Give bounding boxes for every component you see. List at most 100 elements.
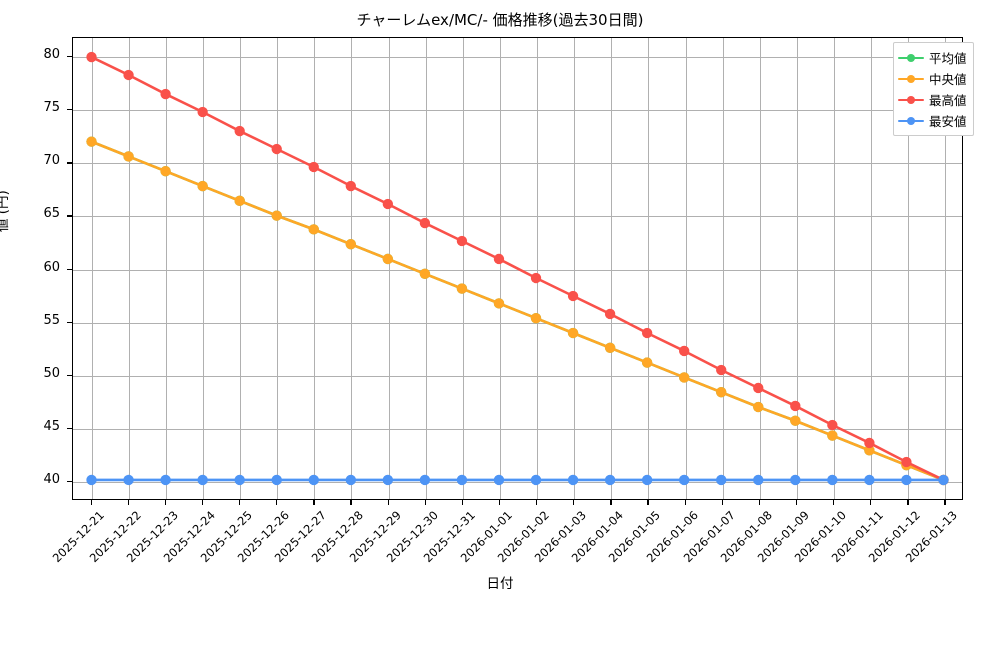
x-tick-mark — [944, 500, 946, 505]
legend-swatch-icon — [898, 73, 924, 85]
x-tick-mark — [758, 500, 761, 505]
data-point — [716, 364, 727, 376]
legend-label: 最安値 — [929, 114, 967, 129]
data-point — [493, 474, 505, 486]
data-point — [493, 298, 505, 309]
gridline-vertical — [759, 38, 761, 499]
x-tick-mark — [201, 500, 204, 505]
gridline-vertical — [91, 38, 93, 499]
legend-swatch-icon — [898, 115, 924, 127]
data-point — [382, 253, 394, 265]
data-point — [716, 474, 727, 486]
series-最高値 — [86, 51, 949, 486]
data-point — [419, 217, 431, 229]
x-axis-label: 日付 — [486, 576, 514, 592]
data-point — [345, 474, 357, 486]
x-tick-mark — [795, 500, 798, 505]
data-point — [641, 327, 653, 339]
data-point — [864, 474, 875, 486]
data-point — [790, 415, 801, 426]
legend-label: 最高値 — [929, 93, 967, 108]
series-最安値 — [86, 474, 949, 486]
data-point — [456, 235, 468, 247]
gridline-vertical — [537, 38, 539, 499]
data-point — [308, 224, 319, 235]
chart-title: チャーレムex/MC/- 価格推移(過去30日間) — [356, 11, 644, 29]
x-tick-mark — [536, 500, 538, 505]
legend-item-最安値[interactable]: 最安値 — [898, 110, 967, 131]
x-tick-mark — [907, 500, 909, 505]
data-point — [123, 69, 134, 81]
y-tick-label: 60 — [43, 259, 60, 275]
gridline-vertical — [722, 38, 724, 499]
gridline-horizontal — [73, 375, 962, 377]
gridline-vertical — [574, 38, 576, 499]
gridline-vertical — [908, 38, 910, 499]
legend-item-平均値[interactable]: 平均値 — [898, 47, 967, 68]
x-tick-mark — [573, 500, 575, 505]
gridline-vertical — [796, 38, 798, 499]
data-point — [456, 283, 468, 294]
y-tick-mark — [67, 374, 72, 376]
data-point — [567, 474, 579, 486]
y-tick-label: 40 — [43, 471, 60, 487]
chart-legend: 平均値 中央値最高値最安値 — [893, 42, 974, 136]
data-point — [567, 290, 579, 302]
x-tick-mark — [647, 500, 649, 505]
gridline-vertical — [611, 38, 613, 499]
x-tick-mark — [721, 500, 723, 505]
y-tick-mark — [67, 427, 72, 430]
data-point — [419, 474, 431, 486]
data-point — [197, 106, 208, 118]
plot-area — [72, 37, 963, 500]
data-point — [345, 180, 357, 192]
data-point — [419, 268, 431, 279]
y-tick-label: 75 — [43, 100, 60, 116]
data-point — [271, 210, 282, 221]
y-tick-label: 50 — [43, 365, 60, 381]
x-tick-mark — [461, 500, 464, 505]
x-tick-mark — [424, 500, 426, 505]
y-tick-label: 80 — [43, 47, 60, 63]
data-point — [234, 195, 245, 207]
data-point — [234, 474, 245, 486]
data-point — [604, 308, 616, 320]
y-tick-label: 65 — [43, 206, 60, 222]
gridline-vertical — [277, 38, 279, 499]
data-point — [753, 474, 764, 486]
data-point — [456, 474, 468, 486]
gridline-horizontal — [73, 163, 962, 165]
legend-item-中央値[interactable]: 中央値 — [898, 68, 967, 89]
data-point — [641, 357, 653, 368]
data-point — [604, 474, 616, 486]
data-point — [86, 51, 97, 63]
gridline-vertical — [648, 38, 650, 499]
data-point — [604, 342, 616, 353]
data-point — [567, 327, 579, 339]
y-tick-mark — [67, 109, 72, 111]
data-point — [753, 382, 764, 394]
x-tick-mark — [387, 500, 389, 505]
data-point — [901, 474, 912, 486]
data-point — [123, 151, 134, 162]
data-point — [308, 474, 319, 486]
legend-swatch-icon — [898, 94, 924, 106]
legend-item-最高値[interactable]: 最高値 — [898, 89, 967, 110]
data-point — [308, 161, 319, 173]
data-point — [345, 239, 357, 250]
x-tick-mark — [498, 500, 501, 505]
x-tick-mark — [164, 500, 167, 505]
gridline-horizontal — [73, 481, 962, 483]
gridline-horizontal — [73, 57, 962, 59]
series-中央値 — [86, 136, 949, 486]
x-tick-mark — [870, 500, 872, 505]
data-point — [86, 136, 97, 147]
data-point — [123, 474, 134, 486]
data-point — [271, 143, 282, 155]
gridline-vertical — [314, 38, 316, 499]
gridline-vertical — [834, 38, 836, 499]
y-tick-mark — [67, 321, 72, 323]
gridline-vertical — [685, 38, 687, 499]
y-axis-label: 値 (円) — [0, 190, 11, 232]
y-tick-mark — [67, 56, 72, 58]
